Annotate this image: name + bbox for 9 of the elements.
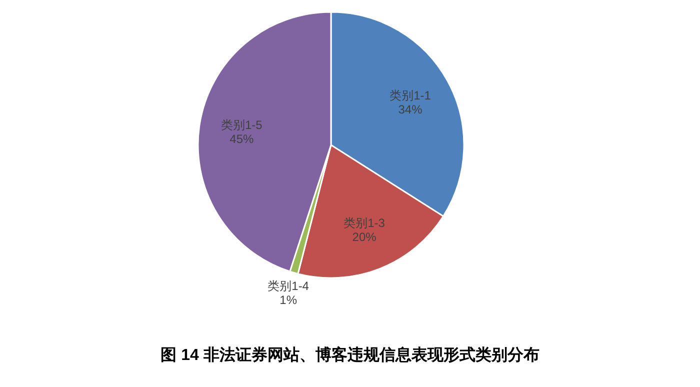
slice-label: 类别1-3 xyxy=(344,216,386,230)
data-label: 1% xyxy=(280,292,298,307)
text: 图 14 非法证券网站、博客违规信息表现形式类别分布 xyxy=(160,345,540,364)
slice-label: 类别1-5 xyxy=(221,118,263,132)
data-label: 45% xyxy=(230,132,254,146)
slice-label: 类别1-4 xyxy=(268,278,310,293)
data-label: 20% xyxy=(352,230,377,244)
slice-label: 类别1-1 xyxy=(390,88,432,102)
data-label: 34% xyxy=(398,102,423,116)
